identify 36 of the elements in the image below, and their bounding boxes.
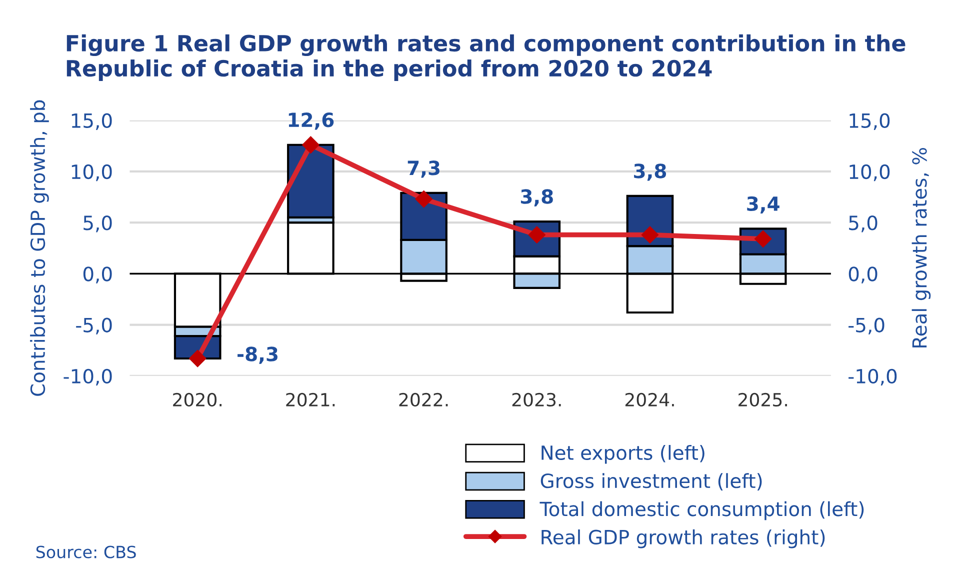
y2-tick-label: -10,0 xyxy=(848,368,897,386)
y2-tick-label: 15,0 xyxy=(850,113,890,130)
y-tick-label: 15,0 xyxy=(72,113,112,130)
y2-tick-label: 0,0 xyxy=(848,266,878,284)
data-label: -8,3 xyxy=(238,346,278,364)
data-label: 3,8 xyxy=(520,189,553,206)
y2-tick-label: -5,0 xyxy=(848,318,884,334)
y-tick-label: -10,0 xyxy=(64,368,112,386)
data-label: 3,4 xyxy=(747,196,780,214)
point xyxy=(302,136,320,154)
legend-label: Real GDP growth rates (right) xyxy=(542,529,825,548)
data-label: 7,3 xyxy=(408,160,440,178)
y-tick-label: 10,0 xyxy=(72,164,112,182)
point xyxy=(641,226,659,244)
y-tick-label: 5,0 xyxy=(84,216,112,232)
y2-tick-label: 10,0 xyxy=(850,164,890,182)
x-tick-label: 2020. xyxy=(173,392,222,407)
data-label: 3,8 xyxy=(634,164,666,181)
x-tick-label: 2023. xyxy=(512,392,561,407)
legend-label: Net exports (left) xyxy=(542,444,704,464)
legend-label: Total domestic consumption (left) xyxy=(540,501,864,520)
x-tick-label: 2024. xyxy=(625,392,674,407)
point xyxy=(415,190,432,208)
source-note: Source: CBS xyxy=(36,546,136,558)
y2-axis-title: Real growth rates, % xyxy=(912,148,931,348)
x-tick-label: 2022. xyxy=(399,392,448,407)
y-tick-label: 0,0 xyxy=(83,266,112,284)
point xyxy=(189,350,206,368)
legend-label: Gross investment (left) xyxy=(540,473,762,490)
y-tick-label: -5,0 xyxy=(76,318,112,334)
x-tick-label: 2025. xyxy=(738,392,787,407)
y2-tick-label: 5,0 xyxy=(849,216,878,232)
chart-title: Figure 1 Real GDP growth rates and component contribution in the Republic of Croatia in the period from 2020 to 2024 xyxy=(66,34,906,81)
x-tick-label: 2021. xyxy=(286,392,335,407)
y-axis-title: Contributes to GDP growth, pb xyxy=(30,100,49,396)
data-label: 12,6 xyxy=(288,112,334,130)
